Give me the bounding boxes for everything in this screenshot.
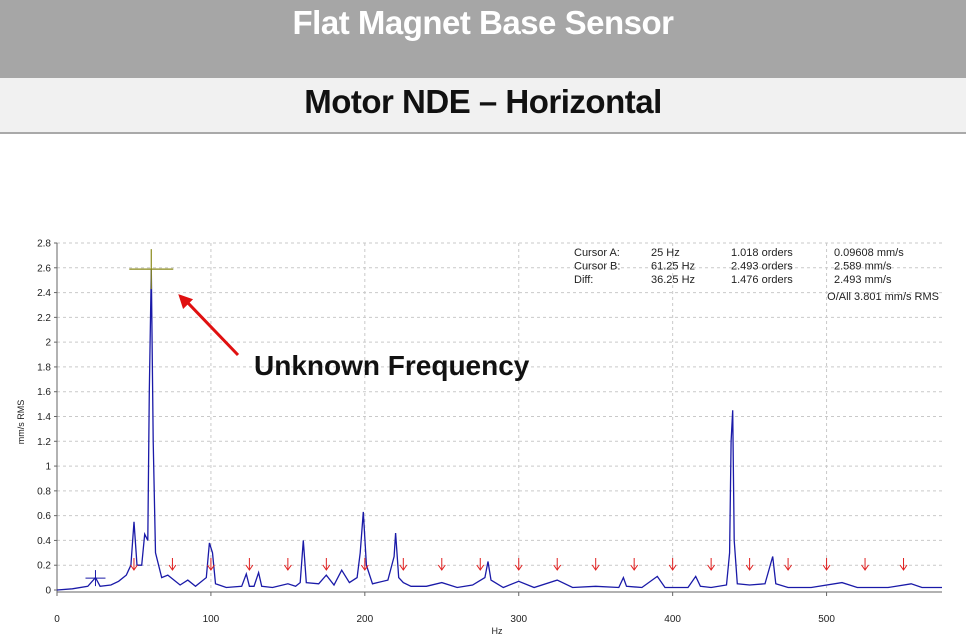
annotation-arrow-shaft (185, 300, 240, 357)
harmonic-marker-head (245, 564, 254, 571)
harmonic-marker-head (861, 564, 869, 571)
harmonic-marker-head (784, 564, 792, 571)
cursor-readout-cell: 2.493 mm/s (834, 274, 892, 286)
y-axis-label: mm/s RMS (16, 400, 26, 445)
x-tick-label: 300 (510, 614, 527, 625)
y-tick-label: 0.4 (37, 536, 51, 547)
overall-readout: O/All 3.801 mm/s RMS (827, 291, 939, 303)
y-tick-label: 2.2 (37, 313, 51, 324)
y-tick-label: 1.8 (37, 362, 51, 373)
harmonic-marker-head (745, 564, 754, 571)
harmonic-marker-head (437, 564, 446, 571)
harmonic-marker-head (630, 564, 639, 571)
harmonic-marker-head (591, 564, 600, 571)
x-tick-label: 200 (356, 614, 373, 625)
y-tick-label: 2.8 (37, 239, 51, 250)
y-tick-label: 2.4 (37, 288, 51, 299)
y-tick-label: 2.6 (37, 263, 51, 274)
cursor-readout-cell: 0.09608 mm/s (834, 247, 904, 259)
x-tick-label: 400 (664, 614, 681, 625)
cursor-readout-cell: 2.589 mm/s (834, 261, 892, 273)
cursor-readout-cell: 1.018 orders (731, 247, 793, 259)
harmonic-marker-head (707, 564, 716, 571)
cursor-readout-cell: 2.493 orders (731, 261, 793, 273)
harmonic-marker-head (514, 564, 523, 571)
y-tick-label: 1 (45, 462, 51, 473)
harmonic-marker-head (476, 564, 485, 571)
cursor-readout-cell: 36.25 Hz (651, 274, 695, 286)
y-tick-label: 0 (45, 586, 51, 597)
page-subtitle: Motor NDE – Horizontal (304, 83, 662, 120)
spectrum-trace (56, 269, 942, 591)
harmonic-marker-head (130, 564, 138, 571)
x-tick-label: 100 (203, 614, 220, 625)
cursor-readout-cell: 25 Hz (651, 247, 680, 259)
cursor-readout-cell: 1.476 orders (731, 274, 793, 286)
harmonic-marker-head (553, 564, 562, 571)
y-tick-label: 1.6 (37, 387, 51, 398)
harmonic-marker-head (168, 564, 177, 571)
harmonic-marker-head (322, 564, 331, 571)
x-tick-label: 0 (54, 614, 60, 625)
harmonic-marker-head (360, 564, 369, 571)
harmonic-marker-head (822, 564, 831, 571)
x-axis-label: Hz (492, 626, 503, 636)
page-title: Flat Magnet Base Sensor (292, 4, 674, 41)
harmonic-marker-head (283, 564, 292, 571)
y-tick-label: 0.6 (37, 511, 51, 522)
y-tick-label: 0.8 (37, 486, 51, 497)
subtitle-banner: Motor NDE – Horizontal (0, 78, 966, 134)
y-tick-label: 1.4 (37, 412, 51, 423)
y-tick-label: 2 (45, 338, 51, 349)
y-tick-label: 1.2 (37, 437, 51, 448)
x-tick-label: 500 (818, 614, 835, 625)
cursor-readout-cell: Cursor A: (574, 247, 620, 259)
cursor-readout-cell: 61.25 Hz (651, 261, 695, 273)
title-banner: Flat Magnet Base Sensor (0, 0, 966, 78)
annotation-arrow-head (178, 294, 194, 310)
cursor-readout-cell: Cursor B: (574, 261, 620, 273)
cursor-readout-cell: Diff: (574, 274, 593, 286)
y-tick-label: 0.2 (37, 561, 51, 572)
harmonic-marker-head (668, 564, 677, 571)
harmonic-marker-head (899, 564, 908, 571)
annotation-text: Unknown Frequency (254, 350, 530, 381)
harmonic-marker-head (207, 564, 215, 571)
harmonic-marker-head (399, 564, 408, 571)
